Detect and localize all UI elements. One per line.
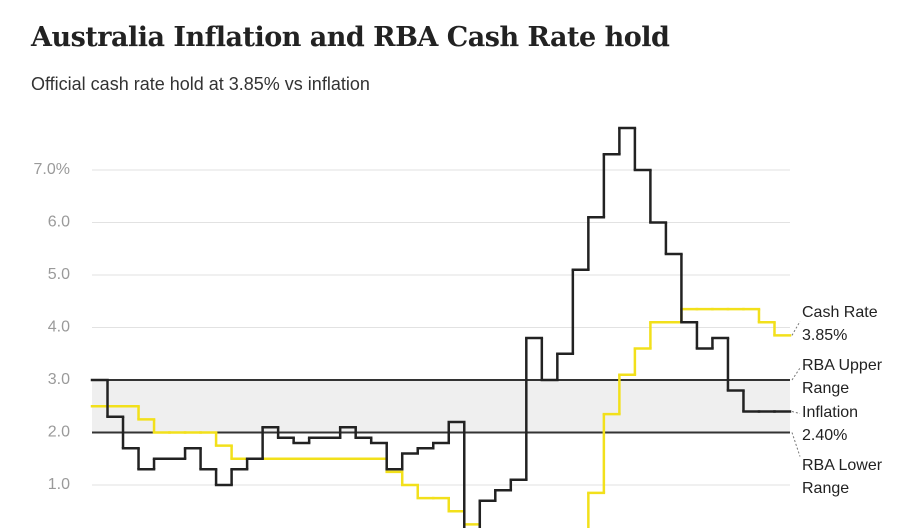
y-tick-label: 3.0 [48, 371, 70, 388]
reference-label: RBA Lower Range [802, 456, 883, 497]
label-connector [791, 321, 801, 336]
y-tick-label: 1.0 [48, 476, 70, 493]
y-tick-label: 2.0 [48, 424, 70, 441]
end-value-label: 3.85% [802, 327, 848, 345]
plot-area [90, 126, 792, 528]
label-connector [791, 367, 801, 381]
reference-band [92, 380, 790, 433]
chart-title: Australia Inflation and RBA Cash Rate ho… [31, 22, 670, 53]
series-label: Cash Rate [802, 304, 878, 322]
y-tick-label: 6.0 [48, 214, 70, 231]
y-tick-label: 4.0 [48, 319, 70, 336]
end-value-label: 2.40% [802, 426, 848, 444]
label-connector [791, 432, 801, 457]
label-connector [791, 411, 801, 414]
y-tick-label: 5.0 [48, 266, 70, 283]
chart-subtitle: Official cash rate hold at 3.85% vs infl… [31, 74, 370, 94]
series-label: Inflation [802, 403, 859, 421]
reference-label: RBA Upper Range [802, 357, 883, 397]
y-tick-label: 7.0% [34, 161, 70, 178]
